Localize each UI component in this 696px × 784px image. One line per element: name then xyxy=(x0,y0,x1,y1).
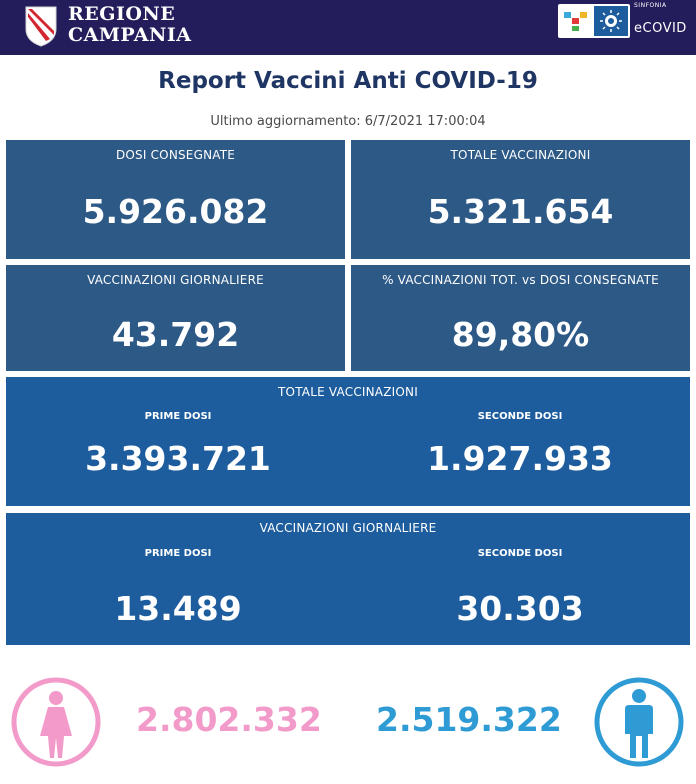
block-totale-vaccinazioni: TOTALE VACCINAZIONI PRIME DOSI 3.393.721… xyxy=(6,377,690,506)
block-vaccinazioni-giornaliere: VACCINAZIONI GIORNALIERE PRIME DOSI 13.4… xyxy=(6,513,690,645)
prime-dosi-value: 3.393.721 xyxy=(85,439,271,478)
card-label: % VACCINAZIONI TOT. vs DOSI CONSEGNATE xyxy=(382,273,659,287)
sinfonia-logo-icon xyxy=(564,6,628,36)
female-vaccinations-value: 2.802.332 xyxy=(136,700,322,739)
regione-campania-shield-icon xyxy=(25,6,57,47)
ecovid-text: eCOVID xyxy=(634,21,687,36)
block-title: VACCINAZIONI GIORNALIERE xyxy=(259,521,437,535)
card-vaccinazioni-giornaliere: VACCINAZIONI GIORNALIERE 43.792 xyxy=(6,265,345,371)
male-vaccinations-value: 2.519.322 xyxy=(376,700,562,739)
prime-dosi-label: PRIME DOSI xyxy=(144,411,212,422)
prime-dosi-value: 13.489 xyxy=(114,589,242,628)
female-icon xyxy=(11,677,101,767)
card-label: TOTALE VACCINAZIONI xyxy=(450,148,591,162)
last-update: Ultimo aggiornamento: 6/7/2021 17:00:04 xyxy=(210,114,486,129)
seconde-dosi-label: SECONDE DOSI xyxy=(477,548,563,559)
brand-line-1: REGIONE xyxy=(68,3,176,25)
page-title: Report Vaccini Anti COVID-19 xyxy=(158,68,538,94)
card-value: 5.321.654 xyxy=(427,192,614,231)
card-value: 43.792 xyxy=(111,315,240,354)
block-title: TOTALE VACCINAZIONI xyxy=(278,385,418,399)
card-label: DOSI CONSEGNATE xyxy=(115,148,236,162)
prime-dosi-label: PRIME DOSI xyxy=(144,548,212,559)
seconde-dosi-value: 30.303 xyxy=(456,589,584,628)
ecovid-label: SINFONIA eCOVID xyxy=(634,2,687,36)
brand-line-2: CAMPANIA xyxy=(68,24,192,46)
sinfonia-logo xyxy=(558,4,630,38)
header-bar: REGIONE CAMPANIA SINFONIA eCOVID xyxy=(0,0,696,55)
seconde-dosi-value: 1.927.933 xyxy=(427,439,613,478)
brand-name: REGIONE CAMPANIA xyxy=(68,4,192,46)
card-value: 5.926.082 xyxy=(82,192,269,231)
card-value: 89,80% xyxy=(451,315,590,354)
male-icon xyxy=(594,677,684,767)
card-percentuale: % VACCINAZIONI TOT. vs DOSI CONSEGNATE 8… xyxy=(351,265,690,371)
seconde-dosi-label: SECONDE DOSI xyxy=(477,411,563,422)
card-label: VACCINAZIONI GIORNALIERE xyxy=(87,273,264,287)
card-dosi-consegnate: DOSI CONSEGNATE 5.926.082 xyxy=(6,140,345,259)
sinfonia-text: SINFONIA xyxy=(634,2,667,9)
card-totale-vaccinazioni: TOTALE VACCINAZIONI 5.321.654 xyxy=(351,140,690,259)
